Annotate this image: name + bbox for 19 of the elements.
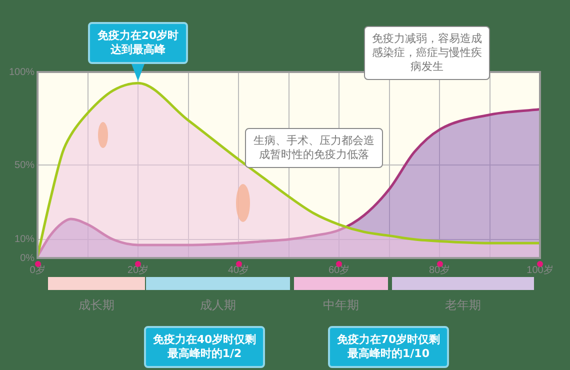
y-tick-label: 50% xyxy=(14,160,35,171)
annotation: 免疫力减弱，容易造成感染症，癌症与慢性疾病发生 xyxy=(364,26,490,80)
text: 免疫力在40岁时仅剩最高峰时的1/2 xyxy=(144,326,265,368)
x-tick-label: 60岁 xyxy=(328,264,350,276)
text: 成人期 xyxy=(199,297,237,314)
x-tick-label: 100岁 xyxy=(526,264,554,276)
x-tick-label: 40岁 xyxy=(228,264,250,276)
annotation: 免疫力在20岁时达到最高峰 xyxy=(88,22,188,64)
text: 免疫力在70岁时仅剩最高峰时的1/10 xyxy=(328,326,449,368)
y-tick-label: 0% xyxy=(20,252,35,264)
x-tick-label: 0岁 xyxy=(30,264,46,276)
x-tick-label: 80岁 xyxy=(428,264,450,276)
text: 老年期 xyxy=(444,297,482,314)
y-tick-label: 10% xyxy=(14,234,35,246)
annotation: 生病、手术、压力都会造成暂时性的免疫力低落 xyxy=(245,128,383,168)
x-tick-label: 20岁 xyxy=(128,264,149,276)
text: 成长期 xyxy=(78,297,116,314)
y-tick-label: 100% xyxy=(9,66,35,78)
text: 中年期 xyxy=(322,297,360,314)
